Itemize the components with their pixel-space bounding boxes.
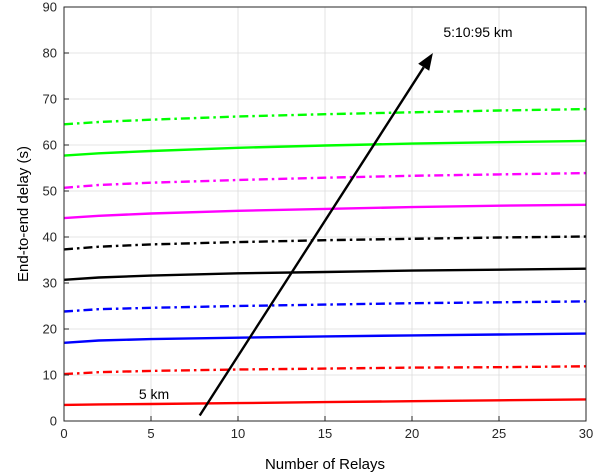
y-tick-label: 60 <box>43 138 57 153</box>
arrow-shaft <box>198 66 425 417</box>
x-tick-label: 15 <box>318 426 332 441</box>
y-tick-label: 40 <box>43 230 57 245</box>
y-tick-label: 90 <box>43 0 57 15</box>
ticks: 0 5 10 15 20 25 30 0 10 20 30 40 50 60 70 80 90 <box>43 0 594 441</box>
series-line-9 <box>63 139 587 157</box>
annotation-label: 5:10:95 km <box>443 24 512 40</box>
annotation-label: 5 km <box>139 386 169 402</box>
x-axis-label: Number of Relays <box>265 456 385 473</box>
x-tick-label: 10 <box>231 426 245 441</box>
y-tick-label: 20 <box>43 322 57 337</box>
series-line-6 <box>63 235 587 251</box>
y-tick-label: 50 <box>43 184 57 199</box>
annotations: 5 km 5:10:95 km <box>139 24 513 402</box>
y-axis-label: End-to-end delay (s) <box>15 146 32 282</box>
series-line-7 <box>63 203 587 220</box>
series-line-1 <box>63 398 587 407</box>
arrow-group <box>198 53 433 417</box>
x-tick-label: 30 <box>579 426 593 441</box>
x-tick-label: 25 <box>492 426 506 441</box>
series-line-5 <box>63 267 587 281</box>
x-tick-label: 5 <box>147 426 154 441</box>
y-tick-label: 10 <box>43 368 57 383</box>
series-line-10 <box>63 107 587 126</box>
series-line-4 <box>63 300 587 313</box>
arrow-head <box>418 53 433 71</box>
y-tick-label: 70 <box>43 92 57 107</box>
series-group <box>63 107 587 407</box>
series-line-8 <box>63 171 587 189</box>
y-tick-label: 80 <box>43 46 57 61</box>
series-line-3 <box>63 332 587 344</box>
y-tick-label: 30 <box>43 276 57 291</box>
x-tick-label: 0 <box>60 426 67 441</box>
x-tick-label: 20 <box>405 426 419 441</box>
y-tick-label: 0 <box>50 414 57 429</box>
series-line-2 <box>63 365 587 376</box>
